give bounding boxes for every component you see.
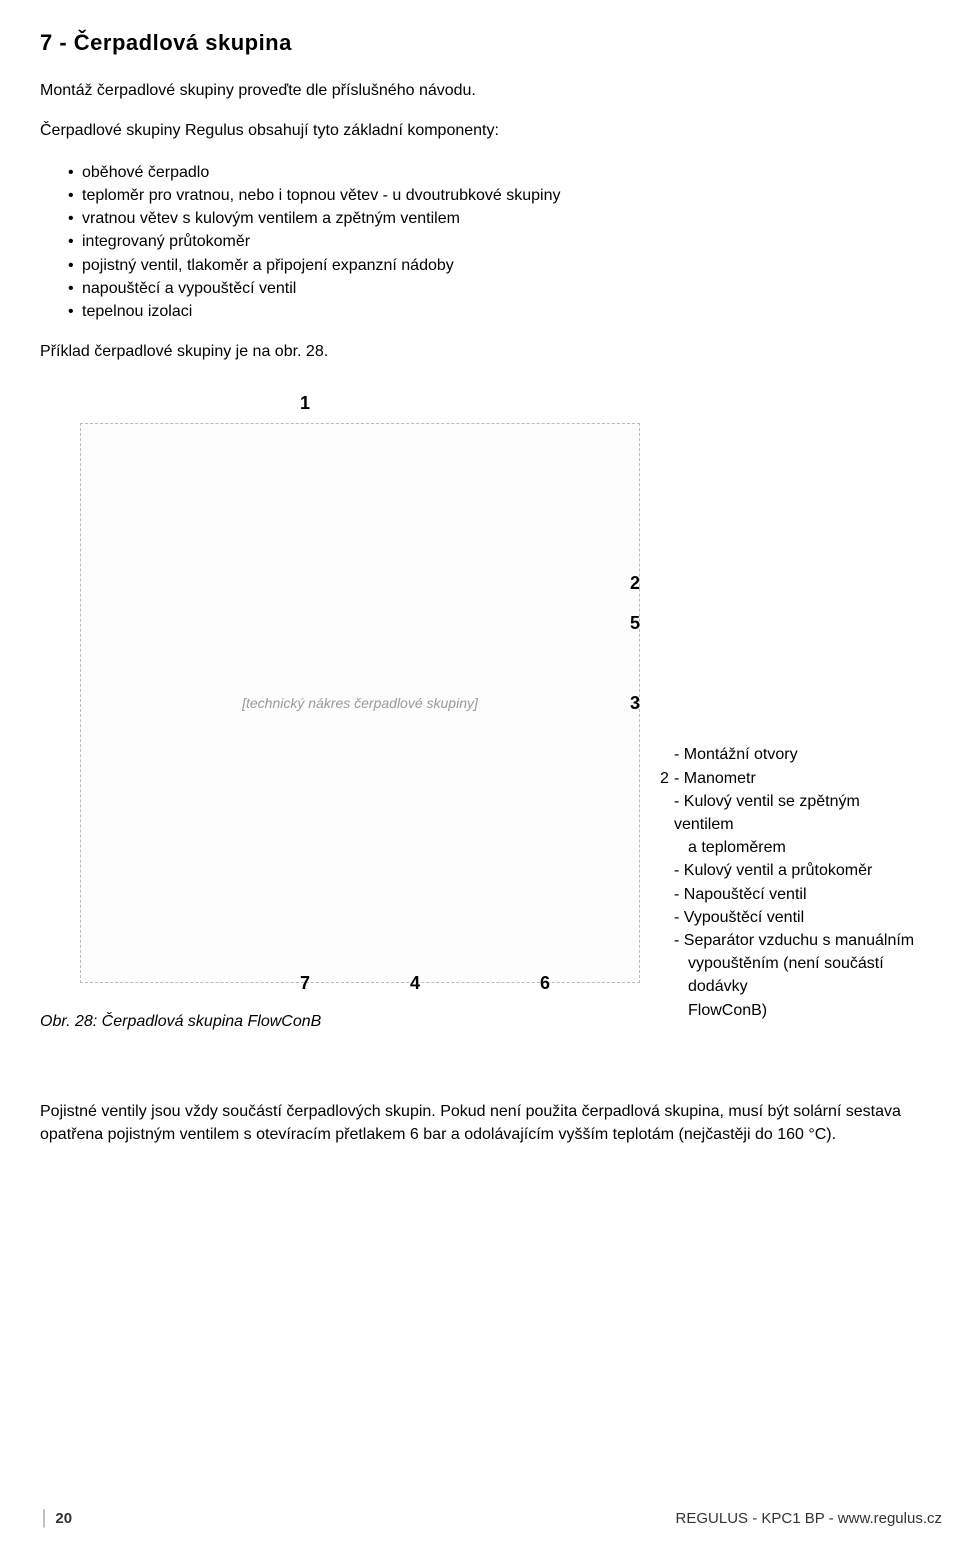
safety-paragraph: Pojistné ventily jsou vždy součástí čerp…	[40, 1101, 960, 1146]
components-list: •oběhové čerpadlo •teploměr pro vratnou,…	[68, 161, 960, 323]
legend-text: a teploměrem	[688, 836, 786, 859]
callout-2: 2	[630, 573, 640, 594]
list-item: •vratnou větev s kulovým ventilem a zpět…	[68, 207, 960, 230]
list-item-text: teploměr pro vratnou, nebo i topnou věte…	[82, 184, 561, 207]
legend-item: FlowConB)	[660, 999, 920, 1022]
diagram-placeholder: [technický nákres čerpadlové skupiny]	[80, 423, 640, 983]
list-item: •pojistný ventil, tlakoměr a připojení e…	[68, 254, 960, 277]
legend-text: - Kulový ventil se zpětným ventilem	[674, 790, 920, 836]
example-line: Příklad čerpadlové skupiny je na obr. 28…	[40, 341, 940, 363]
list-item-text: pojistný ventil, tlakoměr a připojení ex…	[82, 254, 454, 277]
list-item-text: napouštěcí a vypouštěcí ventil	[82, 277, 296, 300]
list-item-text: oběhové čerpadlo	[82, 161, 209, 184]
components-lead: Čerpadlové skupiny Regulus obsahují tyto…	[40, 120, 940, 142]
list-item: •oběhové čerpadlo	[68, 161, 960, 184]
list-item: •tepelnou izolaci	[68, 300, 960, 323]
list-item: •teploměr pro vratnou, nebo i topnou vět…	[68, 184, 960, 207]
legend-item: - Separátor vzduchu s manuálním	[660, 929, 920, 952]
legend-item: a teploměrem	[660, 836, 920, 859]
list-item-text: tepelnou izolaci	[82, 300, 192, 323]
legend-item: - Kulový ventil a průtokoměr	[660, 859, 920, 882]
page-number: 20	[55, 1510, 72, 1527]
page-footer: │ 20 REGULUS - KPC1 BP - www.regulus.cz	[40, 1510, 942, 1527]
list-item-text: integrovaný průtokoměr	[82, 230, 250, 253]
legend-text: - Napouštěcí ventil	[674, 883, 807, 906]
legend-text: - Separátor vzduchu s manuálním	[674, 929, 914, 952]
legend-item: - Kulový ventil se zpětným ventilem	[660, 790, 920, 836]
legend-text: - Vypouštěcí ventil	[674, 906, 804, 929]
legend: - Montážní otvory 2- Manometr - Kulový v…	[660, 743, 920, 1021]
list-item: •napouštěcí a vypouštěcí ventil	[68, 277, 960, 300]
callout-3: 3	[630, 693, 640, 714]
list-item-text: vratnou větev s kulovým ventilem a zpětn…	[82, 207, 460, 230]
figure-28: [technický nákres čerpadlové skupiny] 1 …	[40, 383, 920, 1003]
legend-text: - Montážní otvory	[674, 743, 798, 766]
legend-text: vypouštěním (není součástí dodávky	[688, 952, 920, 998]
legend-item: - Montážní otvory	[660, 743, 920, 766]
legend-item: - Napouštěcí ventil	[660, 883, 920, 906]
section-heading: 7 - Čerpadlová skupina	[40, 30, 960, 56]
callout-5: 5	[630, 613, 640, 634]
legend-text: FlowConB)	[688, 999, 767, 1022]
legend-item: vypouštěním (není součástí dodávky	[660, 952, 920, 998]
footer-bar-icon: │	[40, 1510, 49, 1527]
callout-4: 4	[410, 973, 420, 994]
footer-right: REGULUS - KPC1 BP - www.regulus.cz	[676, 1510, 942, 1527]
intro-paragraph: Montáž čerpadlové skupiny proveďte dle p…	[40, 80, 940, 102]
callout-1: 1	[300, 393, 310, 414]
legend-item: 2- Manometr	[660, 767, 920, 790]
callout-6: 6	[540, 973, 550, 994]
legend-text: - Kulový ventil a průtokoměr	[674, 859, 872, 882]
legend-item: - Vypouštěcí ventil	[660, 906, 920, 929]
list-item: •integrovaný průtokoměr	[68, 230, 960, 253]
page-number-cell: │ 20	[40, 1510, 72, 1527]
callout-7: 7	[300, 973, 310, 994]
legend-text: - Manometr	[674, 767, 756, 790]
